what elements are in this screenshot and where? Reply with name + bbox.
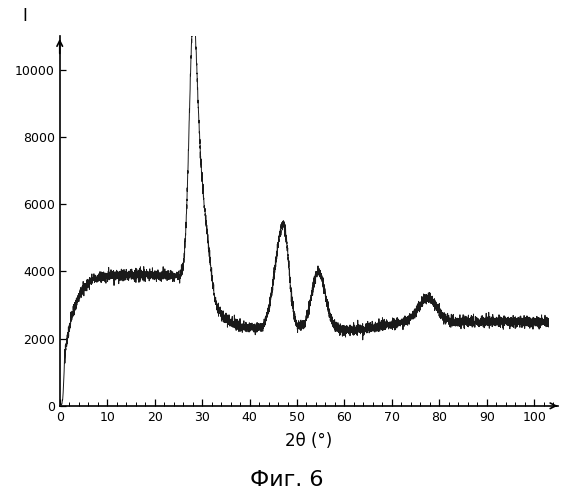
Y-axis label: I: I (22, 7, 28, 25)
X-axis label: 2θ (°): 2θ (°) (285, 432, 332, 450)
Text: Фиг. 6: Фиг. 6 (250, 470, 323, 490)
